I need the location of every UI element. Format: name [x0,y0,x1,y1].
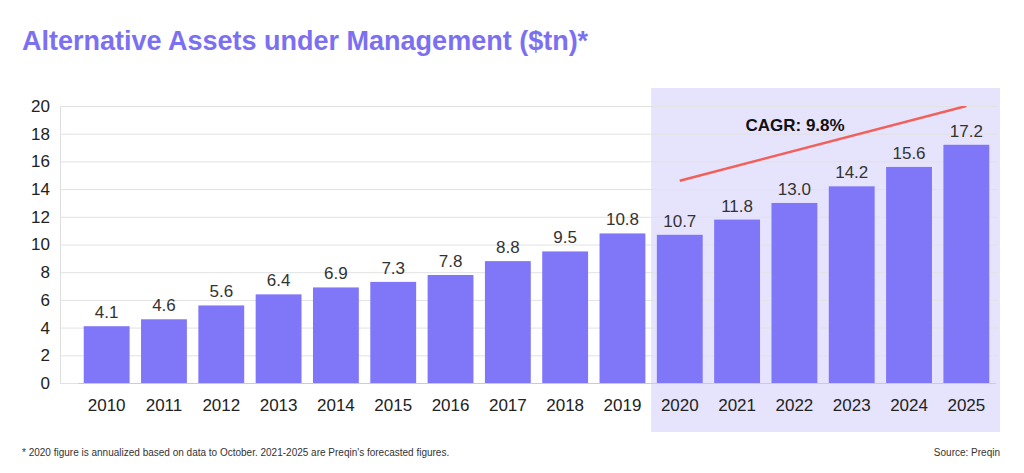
x-tick-label: 2024 [890,396,928,415]
x-tick: 2025 [947,383,985,415]
bar [600,233,646,383]
trend-line [680,106,967,181]
x-tick: 2024 [890,383,928,415]
x-tick-label: 2013 [260,396,298,415]
data-label: 4.6 [152,296,176,315]
y-tick: 18 [31,125,998,144]
x-tick-label: 2018 [546,396,584,415]
y-tick-label: 12 [31,208,50,227]
y-tick-label: 4 [41,319,50,338]
x-tick-label: 2012 [202,396,240,415]
forecast-shade [651,88,1000,432]
data-label: 6.4 [267,271,291,290]
bar [198,305,244,383]
data-labels: 4.1 4.6 5.6 6.4 6.9 7.3 7.8 8.8 9.5 10.8 10.7 11.8 1… [95,122,983,322]
x-tick: 2015 [374,383,412,415]
data-label: 11.8 [721,197,753,216]
data-label: 7.3 [381,259,405,278]
data-label: 15.6 [892,144,925,163]
data-label: 8.8 [496,238,520,257]
bar [943,145,989,383]
x-tick-label: 2010 [88,396,126,415]
chart: Alternative Assets under Management ($tn… [0,0,1024,473]
x-tick: 2017 [489,383,527,415]
bar [428,275,474,383]
y-tick-label: 14 [31,180,50,199]
grid-line [60,106,998,107]
x-tick: 2012 [202,383,240,415]
x-tick-label: 2017 [489,396,527,415]
bar [714,220,760,383]
bar [313,287,359,383]
bar [256,294,302,383]
bar [829,186,875,383]
x-tick-label: 2016 [432,396,470,415]
plot-area [84,106,990,383]
data-label: 10.7 [663,212,696,231]
data-label: 7.8 [439,252,463,271]
bar [485,261,531,383]
bar [141,319,187,383]
data-label: 13.0 [778,180,811,199]
x-tick: 2016 [432,383,470,415]
y-tick-label: 0 [41,374,50,393]
x-tick: 2021 [718,383,756,415]
x-tick: 2019 [604,383,642,415]
x-tick: 2020 [661,383,699,415]
data-label: 9.5 [553,228,577,247]
bar [542,251,588,383]
y-tick-label: 8 [41,263,50,282]
y-tick: 20 [31,97,998,116]
bar [657,235,703,383]
grid-line [60,383,998,384]
data-label: 6.9 [324,264,348,283]
x-tick-label: 2011 [146,396,183,415]
bar [84,326,130,383]
x-tick: 2018 [546,383,584,415]
y-tick-label: 2 [41,346,50,365]
x-tick: 2010 [88,383,126,415]
data-label: 5.6 [209,282,233,301]
x-tick: 2023 [833,383,871,415]
x-tick-label: 2015 [374,396,412,415]
y-tick-label: 18 [31,125,50,144]
source: Source: Preqin [934,447,1000,458]
x-axis-line [79,383,996,384]
data-label: 4.1 [95,303,119,322]
y-tick-label: 10 [31,235,50,254]
x-tick-label: 2014 [317,396,355,415]
y-tick-label: 6 [41,291,50,310]
data-label: 17.2 [950,122,983,141]
footnote: * 2020 figure is annualized based on dat… [22,447,449,458]
x-tick-label: 2021 [718,396,756,415]
x-tick: 2011 [146,383,183,415]
y-tick-label: 20 [31,97,50,116]
y-axis: 0 2 4 6 8 10 12 14 16 18 20 [31,97,998,393]
x-tick: 2022 [775,383,813,415]
x-tick-label: 2020 [661,396,699,415]
data-label: 10.8 [606,210,639,229]
x-tick-label: 2019 [604,396,642,415]
x-tick-label: 2023 [833,396,871,415]
grid-line [60,161,998,162]
bar [370,282,416,383]
bar [886,167,932,383]
bar [771,203,817,383]
data-label: 14.2 [835,163,868,182]
x-tick: 2013 [260,383,298,415]
x-tick-label: 2022 [775,396,813,415]
x-axis: 2010 2011 2012 2013 2014 2015 2016 2017 2018 2019… [79,383,996,415]
x-tick: 2014 [317,383,355,415]
annotation: CAGR: 9.8% [745,116,844,135]
title: Alternative Assets under Management ($tn… [22,26,589,56]
x-tick-label: 2025 [947,396,985,415]
y-tick-label: 16 [31,152,50,171]
